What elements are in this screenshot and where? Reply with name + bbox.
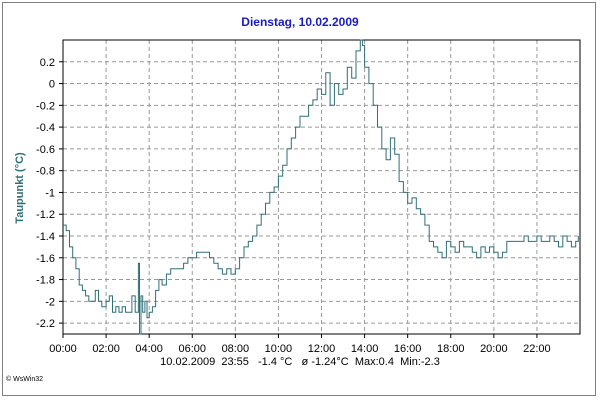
y-tick-label: -1.6	[36, 253, 55, 265]
y-tick-label: -2.2	[36, 318, 55, 330]
x-tick-label: 10:00	[265, 343, 293, 355]
plot-border	[62, 39, 581, 335]
x-tick-label: 02:00	[92, 343, 120, 355]
x-tick-label: 12:00	[308, 343, 336, 355]
y-tick-label: -0.6	[36, 144, 55, 156]
y-tick-label: 0	[49, 79, 55, 91]
x-tick-label: 14:00	[351, 343, 379, 355]
x-tick-label: 16:00	[394, 343, 422, 355]
y-tick-label: 0.2	[40, 57, 55, 69]
y-tick-label: -0.4	[36, 122, 55, 134]
footer-summary: 10.02.2009 23:55 -1.4 °C ø -1.24°C Max:0…	[160, 356, 440, 368]
y-tick-label: -0.2	[36, 100, 55, 112]
chart-frame	[2, 2, 596, 396]
y-tick-label: -1	[45, 187, 55, 199]
y-tick-label: -0.8	[36, 166, 55, 178]
x-tick-label: 06:00	[178, 343, 206, 355]
y-tick-label: -2	[45, 296, 55, 308]
y-tick-label: -1.8	[36, 275, 55, 287]
x-tick-label: 04:00	[135, 343, 163, 355]
x-tick-label: 08:00	[222, 343, 250, 355]
y-tick-label: -1.4	[36, 231, 55, 243]
x-tick-label: 20:00	[480, 343, 508, 355]
credit-text: © WsWin32	[6, 376, 44, 383]
chart-title: Dienstag, 10.02.2009	[241, 15, 359, 29]
x-tick-label: 00:00	[49, 343, 77, 355]
series-line	[63, 39, 579, 335]
x-tick-label: 18:00	[437, 343, 465, 355]
x-tick-label: 22:00	[523, 343, 551, 355]
y-tick-label: -1.2	[36, 209, 55, 221]
